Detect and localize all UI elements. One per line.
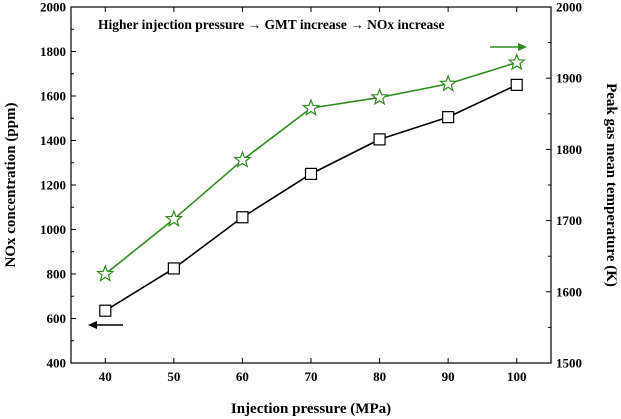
square-marker	[236, 211, 249, 224]
square-marker	[373, 133, 386, 146]
y-right-tick-label: 1500	[556, 356, 582, 371]
plot-frame	[70, 6, 552, 364]
star-marker	[507, 52, 526, 71]
y-left-tick-label: 1200	[40, 178, 66, 193]
star-marker	[233, 150, 252, 168]
y-left-tick-label: 1400	[40, 133, 66, 148]
y-left-tick-label: 400	[47, 356, 67, 371]
y-left-tick-label: 800	[47, 267, 67, 282]
star-marker	[370, 87, 389, 106]
x-tick-label: 60	[236, 369, 249, 384]
axes	[70, 6, 552, 364]
ticks: 40 50 60 70 80 90 100 400 600 800 1000 1200 1400 1600…	[40, 0, 582, 384]
x-tick-label: 40	[99, 369, 112, 384]
y-right-tick-label: 1900	[556, 71, 582, 86]
square-marker	[304, 167, 318, 180]
x-tick-label: 100	[507, 369, 527, 384]
series-layer	[96, 52, 526, 317]
y-left-tick-label: 1000	[40, 222, 66, 237]
square-marker	[167, 262, 180, 275]
y-right-tick-label: 1600	[556, 284, 582, 299]
y-axis-left-title: NOx concentration (ppm)	[3, 103, 19, 268]
y-left-tick-label: 1600	[40, 89, 66, 104]
y-left-tick-label: 1800	[40, 44, 66, 59]
x-tick-label: 70	[305, 369, 318, 384]
x-tick-label: 80	[373, 369, 386, 384]
left-axis-arrow-head	[88, 321, 97, 329]
star-marker	[96, 264, 115, 282]
x-tick-label: 90	[442, 369, 455, 384]
y-right-tick-label: 1800	[556, 142, 582, 157]
y-axis-right-title: Peak gas mean temperature (K)	[603, 83, 619, 287]
y-right-tick-label: 1700	[556, 213, 582, 228]
y-right-tick-label: 2000	[556, 0, 582, 15]
right-axis-arrow-head	[518, 43, 527, 51]
x-tick-label: 50	[167, 369, 180, 384]
star-marker	[438, 74, 458, 92]
square-marker	[442, 111, 455, 124]
square-marker	[510, 78, 523, 91]
y-left-tick-label: 600	[47, 311, 67, 326]
axis-arrows	[88, 43, 527, 329]
x-axis-title: Injection pressure (MPa)	[231, 401, 391, 417]
star-marker	[301, 98, 321, 116]
square-marker	[99, 304, 112, 317]
y-left-tick-label: 2000	[40, 0, 66, 15]
series-line-0	[104, 84, 518, 312]
annotation-text: Higher injection pressure → GMT increase…	[98, 17, 444, 32]
star-marker	[164, 209, 184, 228]
